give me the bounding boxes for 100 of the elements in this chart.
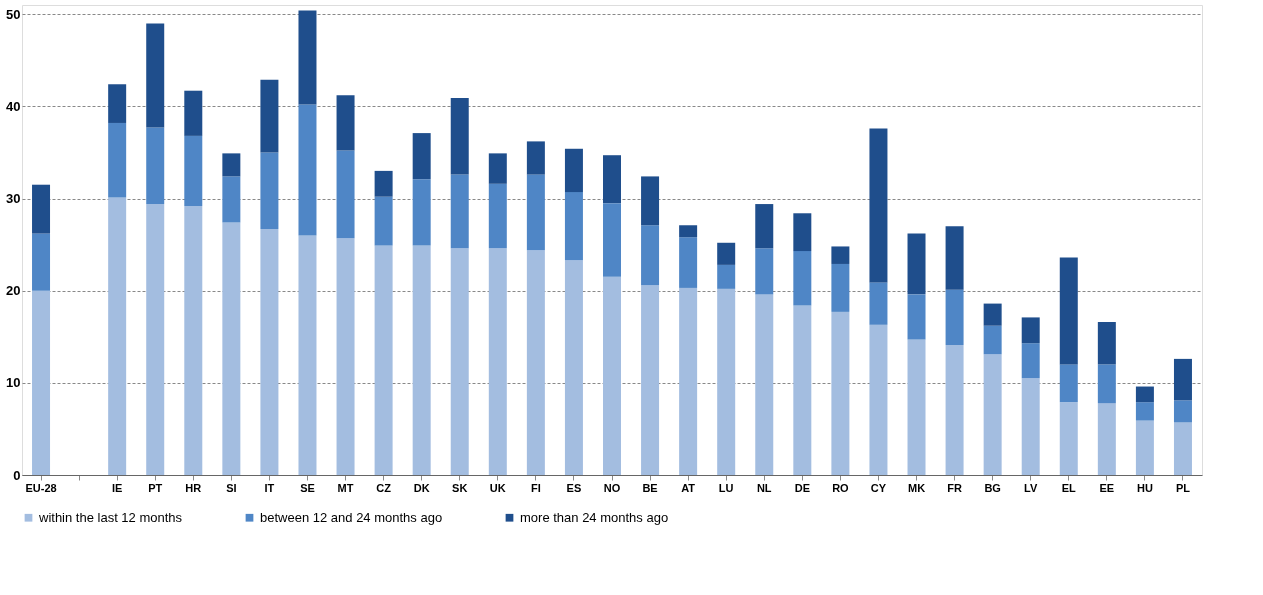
y-tick-label: 0 [13, 467, 21, 483]
bar [260, 79, 279, 153]
bar [374, 245, 393, 475]
x-tick-label: FR [947, 481, 962, 494]
x-tick-label: NL [756, 481, 772, 494]
x-tick-label: RO [832, 481, 850, 494]
bar [869, 128, 888, 283]
bar [108, 122, 127, 198]
bar [298, 10, 317, 105]
x-tick-label: MK [907, 481, 926, 494]
bar [717, 242, 736, 265]
bar [564, 260, 583, 475]
bar [374, 170, 393, 197]
bar [450, 174, 469, 249]
bar [336, 238, 355, 475]
bar [831, 311, 850, 475]
bar [1135, 420, 1154, 475]
bar [412, 179, 431, 246]
bar [146, 127, 165, 205]
bar [945, 226, 964, 290]
bar [108, 84, 127, 123]
bar [564, 192, 583, 261]
bar [1173, 400, 1192, 423]
x-tick-label: EL [1061, 481, 1077, 494]
bar [755, 248, 774, 295]
bar [1097, 403, 1116, 475]
bar [1021, 378, 1040, 475]
x-tick-label: HR [185, 481, 202, 494]
bar [679, 225, 698, 238]
bar [222, 222, 241, 475]
x-tick-label: AT [681, 481, 696, 494]
bar [1059, 402, 1078, 475]
bar [1135, 386, 1154, 403]
bar [1059, 257, 1078, 365]
bar [831, 246, 850, 264]
bar [1097, 322, 1116, 365]
bar [32, 184, 51, 234]
x-tick-label: MT [337, 481, 354, 494]
bar [945, 345, 964, 475]
bar [184, 205, 203, 475]
x-tick-label: SK [452, 481, 468, 494]
bar [526, 174, 545, 251]
bar [450, 248, 469, 475]
x-tick-label: EU-28 [25, 481, 57, 494]
bar [336, 95, 355, 151]
x-tick-label: NO [603, 481, 621, 494]
bar [907, 233, 926, 295]
bar [488, 153, 507, 184]
x-tick-label: IE [111, 481, 123, 494]
bar [831, 263, 850, 312]
bar [298, 104, 317, 236]
bar [1173, 358, 1192, 401]
bar [412, 245, 431, 475]
x-tick-label: LU [718, 481, 734, 494]
x-tick-label: EE [1099, 481, 1115, 494]
bar [32, 233, 51, 291]
x-tick-label: IT [264, 481, 275, 494]
bar [298, 235, 317, 475]
x-tick-label: CZ [376, 481, 392, 494]
bar [260, 228, 279, 475]
x-tick-label: UK [489, 481, 506, 494]
x-tick-label: CY [870, 481, 887, 494]
bar [793, 251, 812, 306]
bar [869, 324, 888, 475]
x-tick-label: DK [413, 481, 430, 494]
legend-label: within the last 12 months [38, 509, 183, 525]
bar [488, 183, 507, 249]
bar [146, 23, 165, 128]
bar [1059, 364, 1078, 403]
bar [146, 204, 165, 475]
bar [374, 196, 393, 246]
bar [793, 305, 812, 475]
bar [526, 141, 545, 175]
y-tick-label: 40 [6, 98, 21, 114]
y-tick-label: 30 [6, 191, 21, 207]
bar [450, 98, 469, 175]
bar [641, 176, 660, 226]
legend-label: between 12 and 24 months ago [260, 509, 443, 525]
bar [603, 276, 621, 475]
bar [907, 339, 926, 475]
bar [1135, 402, 1154, 421]
x-tick-label: DE [794, 481, 810, 494]
x-tick-label: LV [1024, 481, 1038, 494]
bar [755, 294, 774, 475]
bar [679, 287, 698, 475]
y-tick-label: 50 [6, 6, 21, 22]
bar [222, 176, 241, 223]
legend-label: more than 24 months ago [520, 509, 669, 525]
bar [869, 282, 888, 325]
x-tick-label: PT [148, 481, 163, 494]
x-tick-label: BG [984, 481, 1001, 494]
bar [907, 294, 926, 340]
bar [1173, 422, 1192, 475]
bar [983, 303, 1002, 326]
x-tick-label: PL [1175, 481, 1191, 494]
x-tick-label: BE [642, 481, 658, 494]
bar [184, 135, 203, 206]
x-tick-label: HU [1136, 481, 1153, 494]
bar [1021, 317, 1040, 344]
x-tick-label: ES [566, 481, 582, 494]
